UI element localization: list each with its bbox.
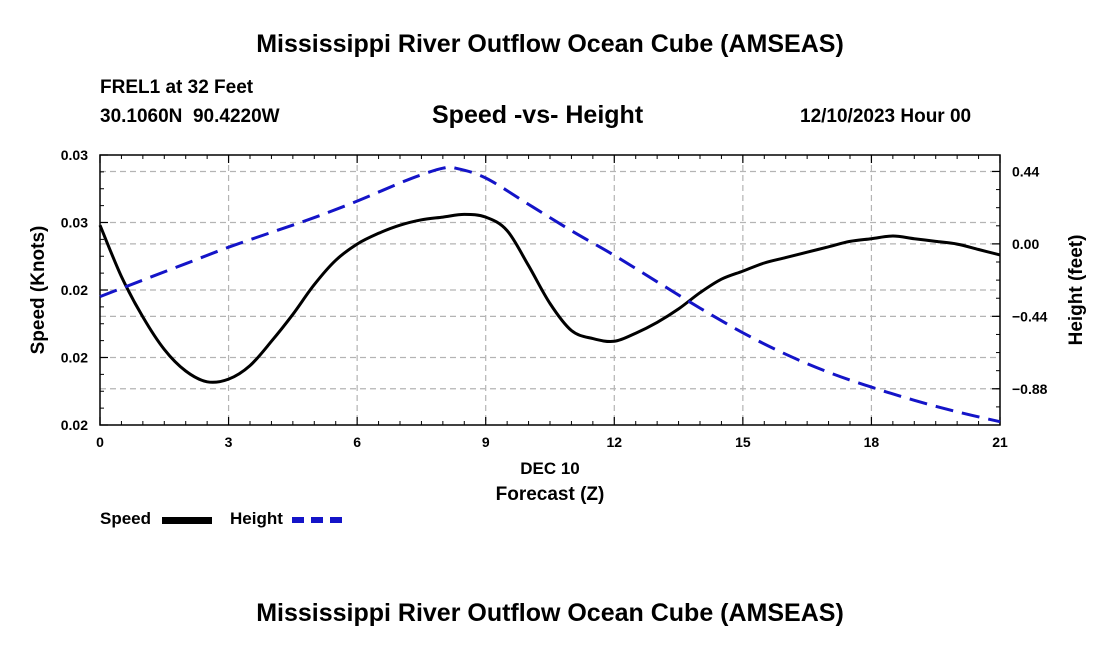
legend-speed-label: Speed xyxy=(100,509,152,528)
data-series xyxy=(98,165,1001,424)
left-y-tick-label: 0.02 xyxy=(61,282,88,298)
right-y-tick-label: −0.88 xyxy=(1012,381,1048,397)
x-tick-label: 21 xyxy=(992,434,1008,450)
x-tick-label: 15 xyxy=(735,434,751,450)
x-tick-label: 18 xyxy=(864,434,880,450)
tick-labels: 0 3 6 9 12 15 18 21 0.02 0.02 0.02 0.03 0.03 0.44 0.00… xyxy=(61,147,1048,450)
chart-subtitle: Speed -vs- Height xyxy=(432,101,644,129)
speed-series-line xyxy=(98,212,1001,384)
station-coordinates: 30.1060N 90.4220W xyxy=(100,106,280,127)
speed-axis-label: Speed (Knots) xyxy=(28,226,49,355)
x-tick-label: 6 xyxy=(353,434,361,450)
x-tick-label: 9 xyxy=(482,434,490,450)
right-y-tick-label: −0.44 xyxy=(1012,308,1048,324)
forecast-datetime: 12/10/2023 Hour 00 xyxy=(800,106,972,127)
height-series-line xyxy=(99,165,1001,424)
left-y-tick-label: 0.03 xyxy=(61,215,88,231)
left-y-tick-label: 0.03 xyxy=(61,147,88,163)
x-tick-label: 0 xyxy=(96,434,104,450)
right-y-tick-label: 0.00 xyxy=(1012,236,1039,252)
x-tick-label: 3 xyxy=(225,434,233,450)
x-axis-label: Forecast (Z) xyxy=(496,484,605,505)
left-y-tick-label: 0.02 xyxy=(61,350,88,366)
station-label: FREL1 at 32 Feet xyxy=(100,77,254,98)
speed-height-chart: 0 3 6 9 12 15 18 21 0.02 0.02 0.02 0.03 0.03 0.44 0.00… xyxy=(28,147,1087,505)
chart-title: Mississippi River Outflow Ocean Cube (AM… xyxy=(256,30,844,58)
right-y-tick-label: 0.44 xyxy=(1012,163,1039,179)
x-tick-label: 12 xyxy=(606,434,622,450)
left-y-tick-label: 0.02 xyxy=(61,417,88,433)
legend-height-label: Height xyxy=(230,509,283,528)
x-axis-date-label: DEC 10 xyxy=(520,459,580,478)
axis-ticks xyxy=(99,154,1001,426)
height-axis-label: Height (feet) xyxy=(1066,235,1087,346)
legend-height-swatch xyxy=(292,517,342,523)
footer-title: Mississippi River Outflow Ocean Cube (AM… xyxy=(256,599,844,627)
legend-speed-swatch xyxy=(162,517,212,524)
